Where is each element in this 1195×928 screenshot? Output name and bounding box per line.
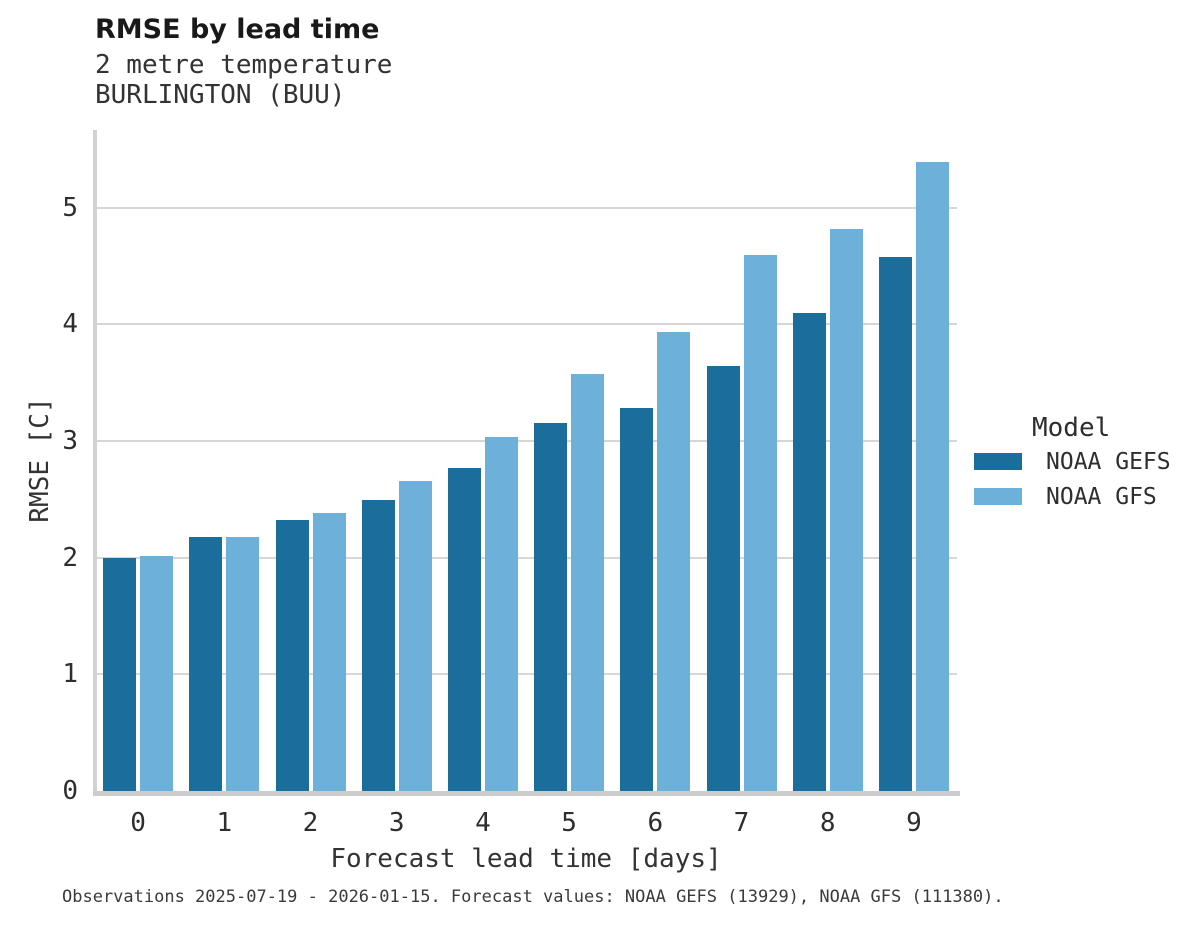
legend-swatch-noaa-gefs bbox=[974, 453, 1022, 470]
bar-noaa-gefs-lead1 bbox=[189, 536, 223, 791]
x-axis-spine bbox=[93, 791, 960, 796]
x-tick-label-4: 4 bbox=[475, 808, 491, 838]
x-tick-label-3: 3 bbox=[388, 808, 405, 838]
y-gridline-4 bbox=[95, 323, 957, 326]
legend-label-noaa-gefs: NOAA GEFS bbox=[1046, 448, 1171, 475]
x-tick-label-5: 5 bbox=[561, 808, 577, 838]
bar-noaa-gefs-lead5 bbox=[534, 423, 568, 791]
legend-title: Model bbox=[1032, 413, 1111, 443]
y-tick-label-5: 5 bbox=[62, 192, 78, 223]
legend-item-noaa-gfs: NOAA GFS bbox=[974, 479, 1171, 514]
caption: Observations 2025-07-19 - 2026-01-15. Fo… bbox=[62, 887, 1004, 907]
bar-noaa-gefs-lead6 bbox=[620, 408, 654, 791]
bar-noaa-gefs-lead2 bbox=[275, 520, 309, 791]
bar-noaa-gfs-lead0 bbox=[140, 556, 174, 791]
y-gridline-3 bbox=[95, 439, 957, 442]
y-axis-title: RMSE [C] bbox=[25, 397, 55, 523]
x-tick-label-9: 9 bbox=[906, 808, 922, 838]
x-axis-title: Forecast lead time [days] bbox=[330, 844, 722, 874]
y-tick-label-4: 4 bbox=[62, 309, 78, 340]
y-axis-spine bbox=[93, 130, 97, 796]
x-tick-label-7: 7 bbox=[733, 808, 750, 838]
chart-subtitle-station: BURLINGTON (BUU) bbox=[95, 80, 346, 110]
bar-noaa-gefs-lead9 bbox=[878, 256, 912, 791]
y-gridline-5 bbox=[95, 206, 957, 209]
chart-title: RMSE by lead time bbox=[95, 14, 380, 45]
bar-noaa-gfs-lead2 bbox=[312, 513, 346, 791]
bar-noaa-gefs-lead0 bbox=[103, 557, 137, 791]
bar-noaa-gfs-lead8 bbox=[829, 228, 863, 791]
y-gridline-2 bbox=[95, 556, 957, 559]
bar-noaa-gefs-lead7 bbox=[706, 366, 740, 791]
plot-area bbox=[95, 127, 957, 791]
bar-noaa-gfs-lead5 bbox=[571, 374, 605, 791]
y-tick-label-1: 1 bbox=[62, 659, 78, 690]
bar-noaa-gfs-lead1 bbox=[226, 536, 260, 791]
y-tick-label-2: 2 bbox=[62, 542, 78, 573]
bar-noaa-gefs-lead3 bbox=[361, 500, 395, 791]
x-tick-label-0: 0 bbox=[130, 808, 146, 838]
bar-noaa-gfs-lead9 bbox=[915, 162, 949, 791]
bar-noaa-gfs-lead7 bbox=[743, 255, 777, 791]
x-tick-label-1: 1 bbox=[216, 808, 233, 838]
legend: Model NOAA GEFS NOAA GFS bbox=[974, 412, 1171, 514]
legend-label-noaa-gfs: NOAA GFS bbox=[1046, 483, 1157, 510]
legend-swatch-noaa-gfs bbox=[974, 488, 1022, 505]
bar-noaa-gefs-lead4 bbox=[447, 467, 481, 791]
y-tick-label-0: 0 bbox=[62, 776, 78, 806]
y-gridline-1 bbox=[95, 673, 957, 676]
x-tick-label-8: 8 bbox=[819, 808, 836, 838]
bar-noaa-gefs-lead8 bbox=[792, 312, 826, 791]
bar-noaa-gfs-lead4 bbox=[484, 437, 518, 791]
bar-noaa-gfs-lead6 bbox=[657, 332, 691, 791]
bar-noaa-gfs-lead3 bbox=[398, 480, 432, 791]
x-tick-label-2: 2 bbox=[302, 808, 319, 838]
y-tick-label-3: 3 bbox=[62, 425, 78, 456]
chart-subtitle-parameter: 2 metre temperature bbox=[95, 50, 393, 80]
x-tick-label-6: 6 bbox=[647, 808, 664, 838]
legend-item-noaa-gefs: NOAA GEFS bbox=[974, 444, 1171, 479]
